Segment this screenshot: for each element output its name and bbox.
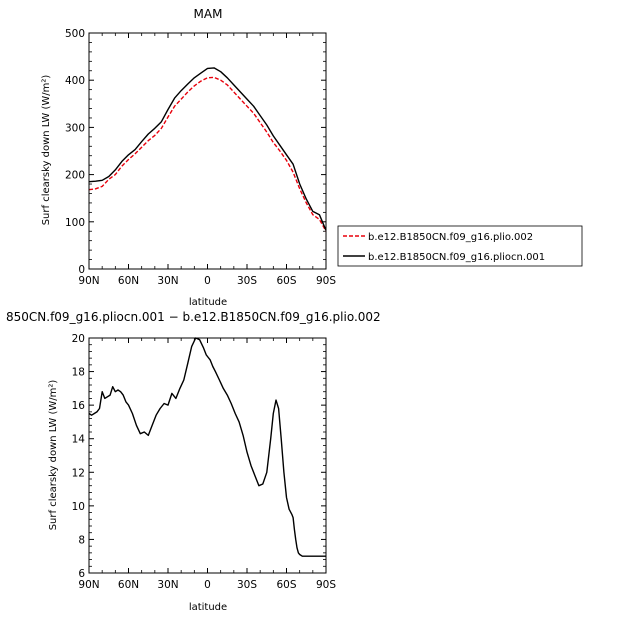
bottom-y-tick-label: 16 — [72, 400, 86, 412]
bottom-x-tick-label: 60S — [276, 579, 296, 591]
bottom-x-tick-label: 30S — [237, 579, 257, 591]
bottom-y-axis-label: Surf clearsky down LW (W/m²) — [48, 380, 59, 531]
bottom-y-tick-label: 20 — [72, 333, 85, 345]
top-series-group — [88, 67, 327, 232]
bottom-y-tick-label: 10 — [72, 501, 85, 513]
bottom-series-line-1 — [88, 337, 326, 557]
bottom-axes: 90N 60N 30N 0 30S 60S 90S 6 8 10 12 14 16 18 20 — [72, 333, 337, 591]
top-x-tick-label: 30N — [157, 275, 178, 287]
top-axes: 90N 60N 30N 0 30S 60S 90S 0 100 200 300 400 500 — [65, 28, 336, 287]
bottom-x-axis-label: latitude — [189, 602, 227, 613]
top-chart-title: MAM — [194, 7, 223, 21]
legend-label-plio: b.e12.B1850CN.f09_g16.plio.002 — [368, 232, 533, 243]
top-x-tick-label: 90S — [316, 275, 336, 287]
bottom-chart-title: 850CN.f09_g16.pliocn.001 − b.e12.B1850CN… — [6, 310, 381, 324]
bottom-x-tick-label: 0 — [204, 579, 211, 591]
legend-label-pliocn: b.e12.B1850CN.f09_g16.pliocn.001 — [368, 252, 545, 263]
bottom-panel: 850CN.f09_g16.pliocn.001 − b.e12.B1850CN… — [6, 310, 381, 613]
bottom-y-tick-label: 18 — [72, 367, 85, 379]
bottom-y-tick-label: 14 — [72, 434, 86, 446]
bottom-y-tick-label: 6 — [78, 568, 85, 580]
top-panel: MAM Surf clearsky down LW (W/m²) latitud… — [41, 7, 336, 308]
bottom-x-tick-label: 60N — [118, 579, 139, 591]
top-series-line-2 — [88, 67, 327, 231]
bottom-x-tick-label: 30N — [157, 579, 178, 591]
top-y-tick-label: 300 — [65, 122, 85, 134]
top-y-tick-label: 0 — [78, 264, 85, 276]
top-x-tick-label: 0 — [204, 275, 211, 287]
top-y-tick-label: 500 — [65, 28, 85, 40]
bottom-y-tick-label: 8 — [78, 534, 85, 546]
bottom-series-group — [88, 337, 326, 557]
top-y-tick-label: 200 — [65, 170, 85, 182]
bottom-x-tick-label: 90S — [316, 579, 336, 591]
top-y-axis-label: Surf clearsky down LW (W/m²) — [41, 75, 52, 226]
top-x-tick-label: 60S — [276, 275, 296, 287]
bottom-plot-frame — [88, 337, 327, 574]
top-x-tick-label: 90N — [78, 275, 99, 287]
bottom-x-tick-label: 90N — [78, 579, 99, 591]
top-x-axis-label: latitude — [189, 297, 227, 308]
top-series-line-1 — [88, 76, 327, 232]
top-y-tick-label: 400 — [65, 75, 85, 87]
top-y-tick-label: 100 — [65, 217, 85, 229]
bottom-y-tick-label: 12 — [72, 467, 85, 479]
legend: b.e12.B1850CN.f09_g16.plio.002 b.e12.B18… — [337, 225, 583, 267]
top-plot-frame — [88, 32, 327, 270]
top-x-tick-label: 60N — [118, 275, 139, 287]
legend-frame — [337, 225, 583, 267]
top-x-tick-label: 30S — [237, 275, 257, 287]
